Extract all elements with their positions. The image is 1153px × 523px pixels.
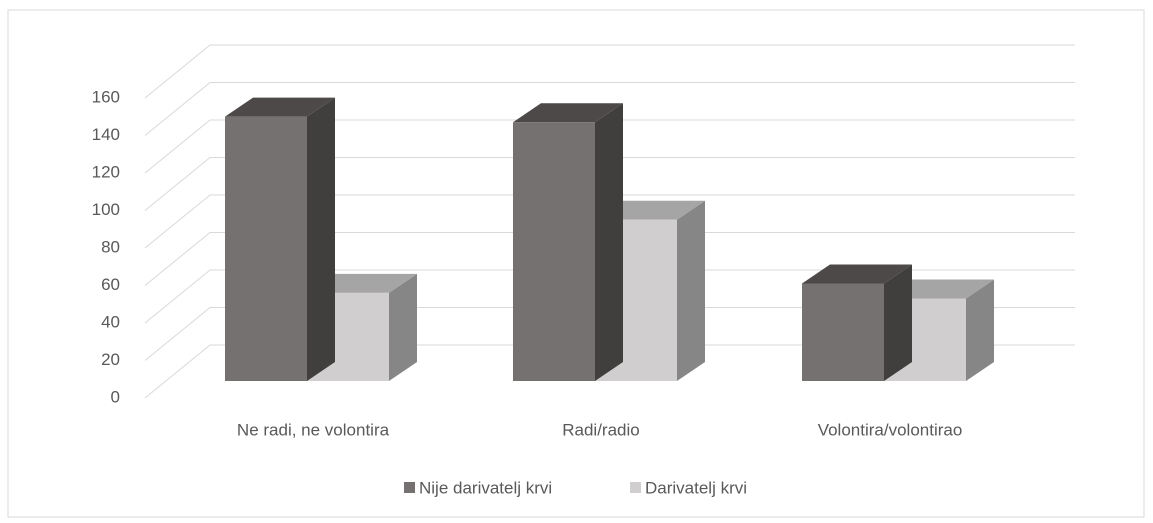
bar-side — [966, 279, 994, 381]
bar-top — [513, 103, 623, 123]
x-tick-label: Ne radi, ne volontira — [237, 420, 390, 439]
bar — [802, 283, 884, 381]
y-tick-label: 80 — [101, 237, 120, 256]
grid-line — [144, 44, 211, 99]
grid-line — [144, 269, 211, 324]
bar-side — [307, 97, 335, 381]
y-tick-label: 0 — [111, 387, 120, 406]
legend-label: Darivatelj krvi — [645, 478, 747, 497]
legend-label: Nije darivatelj krvi — [419, 478, 552, 497]
bar-top — [802, 264, 912, 284]
bar-top — [225, 97, 335, 117]
y-tick-label: 20 — [101, 350, 120, 369]
bar — [513, 122, 595, 381]
x-tick-label: Radi/radio — [562, 420, 640, 439]
grid-line — [144, 307, 211, 361]
bar-side — [884, 264, 912, 381]
x-tick-label: Volontira/volontirao — [818, 420, 963, 439]
grid-line — [144, 157, 211, 211]
y-tick-label: 140 — [92, 125, 120, 144]
y-tick-label: 160 — [92, 87, 120, 106]
y-tick-label: 120 — [92, 162, 120, 181]
bar-side — [389, 273, 417, 381]
grid-line — [144, 344, 211, 399]
bar-side — [677, 200, 705, 381]
grid-line — [144, 82, 211, 136]
grid-line — [144, 119, 211, 174]
legend-swatch — [630, 482, 641, 493]
y-tick-label: 40 — [101, 312, 120, 331]
bar-side — [595, 103, 623, 381]
legend-swatch — [404, 482, 415, 493]
grid-line — [144, 194, 211, 249]
bar — [225, 116, 307, 381]
grid-line — [144, 232, 211, 286]
y-tick-label: 100 — [92, 200, 120, 219]
y-tick-label: 60 — [101, 275, 120, 294]
